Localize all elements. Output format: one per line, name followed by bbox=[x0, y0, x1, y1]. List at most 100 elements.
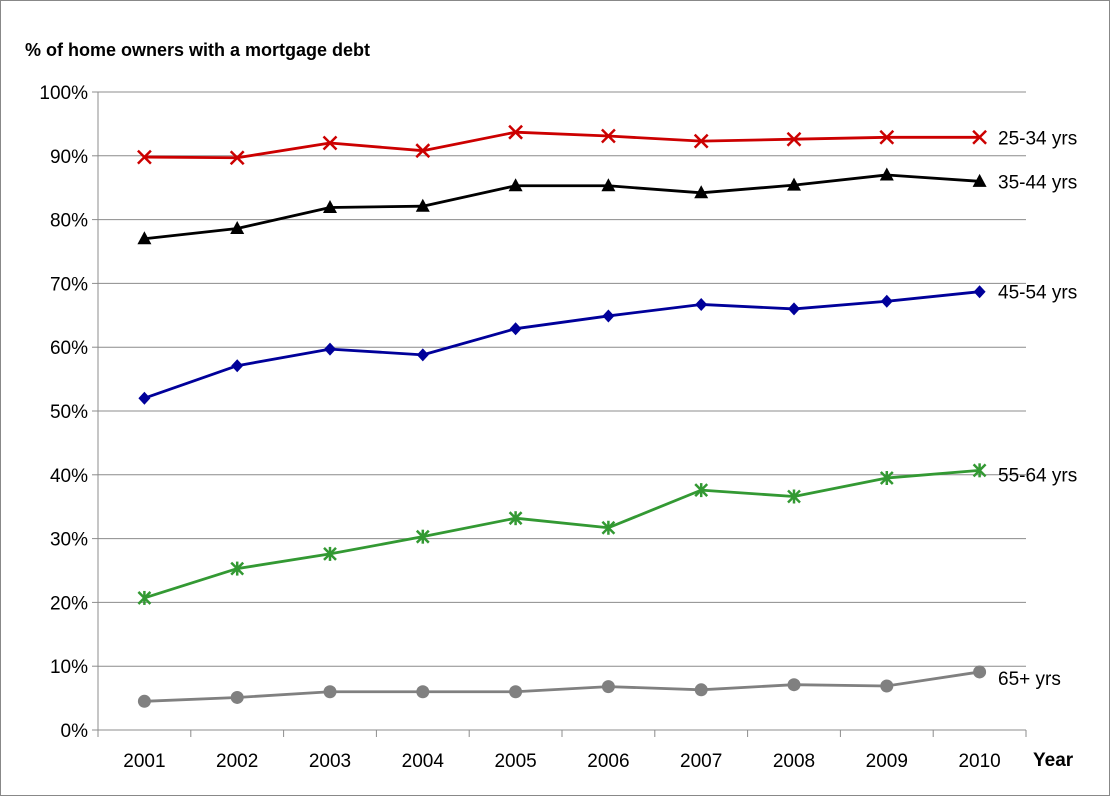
data-point bbox=[509, 322, 522, 336]
data-point bbox=[787, 177, 801, 191]
data-point bbox=[880, 679, 894, 693]
data-point bbox=[229, 150, 245, 166]
x-tick-label: 2010 bbox=[958, 751, 1000, 772]
data-point-stroke bbox=[508, 124, 523, 140]
y-tick-label: 10% bbox=[50, 657, 88, 678]
data-point-stroke bbox=[137, 149, 152, 165]
series-line bbox=[143, 468, 980, 600]
series-line bbox=[144, 173, 980, 241]
data-point bbox=[601, 128, 616, 144]
series-line bbox=[144, 670, 980, 703]
series-label: 55-64 yrs bbox=[998, 465, 1077, 486]
data-point-stroke bbox=[693, 133, 709, 149]
y-tick-labels: 0% 10% 20% 30% 40% 50% 60% 70% 80% 90% 100% bbox=[39, 83, 88, 742]
data-point bbox=[322, 135, 338, 151]
x-tick-label: 2007 bbox=[680, 751, 722, 772]
series-45-54-yrs bbox=[138, 285, 986, 405]
data-point bbox=[230, 221, 245, 235]
data-point bbox=[138, 391, 151, 405]
data-point bbox=[879, 129, 895, 145]
x-axis-label: Year bbox=[1033, 750, 1074, 771]
data-point bbox=[601, 520, 616, 535]
data-point bbox=[416, 685, 430, 699]
x-tick-label: 2009 bbox=[866, 751, 908, 772]
x-tick-label: 2004 bbox=[402, 751, 445, 772]
x-tick-label: 2006 bbox=[587, 751, 629, 772]
data-point bbox=[137, 694, 151, 708]
data-point-stroke bbox=[786, 131, 802, 147]
data-point bbox=[601, 178, 616, 192]
data-point bbox=[323, 546, 337, 561]
x-tick-label: 2003 bbox=[309, 751, 351, 772]
data-point bbox=[323, 685, 337, 699]
data-point bbox=[137, 149, 152, 165]
data-point bbox=[694, 683, 708, 697]
x-tick-label: 2008 bbox=[773, 751, 815, 772]
data-point-stroke bbox=[229, 150, 245, 166]
series-group bbox=[137, 124, 987, 708]
data-point bbox=[973, 665, 987, 679]
data-point bbox=[415, 529, 430, 544]
chart-title: % of home owners with a mortgage debt bbox=[25, 40, 370, 60]
data-point bbox=[695, 297, 708, 311]
data-point bbox=[508, 511, 523, 526]
data-point bbox=[694, 483, 709, 498]
y-tick-label: 90% bbox=[50, 147, 88, 168]
x-tick-labels: 2001 2002 2003 2004 2005 2006 2007 2008 2009 2010 bbox=[123, 751, 1000, 772]
data-point bbox=[415, 198, 430, 212]
data-point-stroke bbox=[415, 143, 431, 159]
data-point bbox=[602, 309, 615, 323]
data-point bbox=[231, 359, 244, 373]
series-line bbox=[144, 130, 980, 160]
data-point bbox=[972, 463, 987, 478]
series-label: 65+ yrs bbox=[998, 669, 1061, 690]
data-point-stroke bbox=[322, 135, 338, 151]
data-point bbox=[230, 561, 245, 576]
data-point bbox=[786, 131, 802, 147]
data-point bbox=[879, 470, 894, 485]
data-point bbox=[324, 342, 336, 356]
data-point bbox=[230, 690, 244, 704]
y-tick-label: 20% bbox=[50, 593, 88, 614]
y-tick-label: 80% bbox=[50, 211, 88, 232]
y-tick-label: 0% bbox=[61, 721, 89, 742]
y-tick-label: 70% bbox=[50, 274, 88, 295]
series-label: 35-44 yrs bbox=[998, 172, 1077, 193]
data-point bbox=[787, 678, 801, 692]
x-tick-label: 2001 bbox=[123, 751, 165, 772]
data-point bbox=[415, 143, 431, 159]
series-line bbox=[143, 290, 980, 400]
gridlines bbox=[98, 91, 1026, 667]
x-tick-label: 2002 bbox=[216, 751, 258, 772]
data-point bbox=[137, 590, 152, 605]
data-point bbox=[508, 178, 523, 192]
data-point-stroke bbox=[879, 129, 895, 145]
data-point bbox=[694, 185, 709, 199]
data-point bbox=[972, 173, 987, 187]
data-point bbox=[879, 167, 894, 181]
data-point bbox=[880, 294, 893, 308]
data-point bbox=[972, 129, 987, 145]
y-tick-label: 100% bbox=[39, 83, 88, 104]
y-tick-label: 60% bbox=[50, 338, 88, 359]
series-label: 25-34 yrs bbox=[998, 128, 1077, 149]
y-tick-label: 40% bbox=[50, 466, 88, 487]
data-point bbox=[416, 348, 429, 362]
series-65-yrs bbox=[137, 665, 987, 708]
series-25-34-yrs bbox=[137, 124, 987, 166]
series-labels: 25-34 yrs 35-44 yrs 45-54 yrs 55-64 yrs 65+ … bbox=[998, 128, 1077, 690]
series-label: 45-54 yrs bbox=[998, 283, 1077, 304]
data-point bbox=[508, 124, 523, 140]
x-tick-label: 2005 bbox=[494, 751, 536, 772]
data-point bbox=[973, 285, 986, 299]
series-35-44-yrs bbox=[137, 167, 987, 245]
data-point bbox=[787, 489, 801, 504]
y-tick-label: 30% bbox=[50, 530, 88, 551]
data-point bbox=[323, 199, 337, 213]
data-point bbox=[137, 231, 152, 245]
data-point bbox=[509, 685, 523, 699]
y-tick-label: 50% bbox=[50, 402, 88, 423]
data-point bbox=[788, 302, 800, 316]
